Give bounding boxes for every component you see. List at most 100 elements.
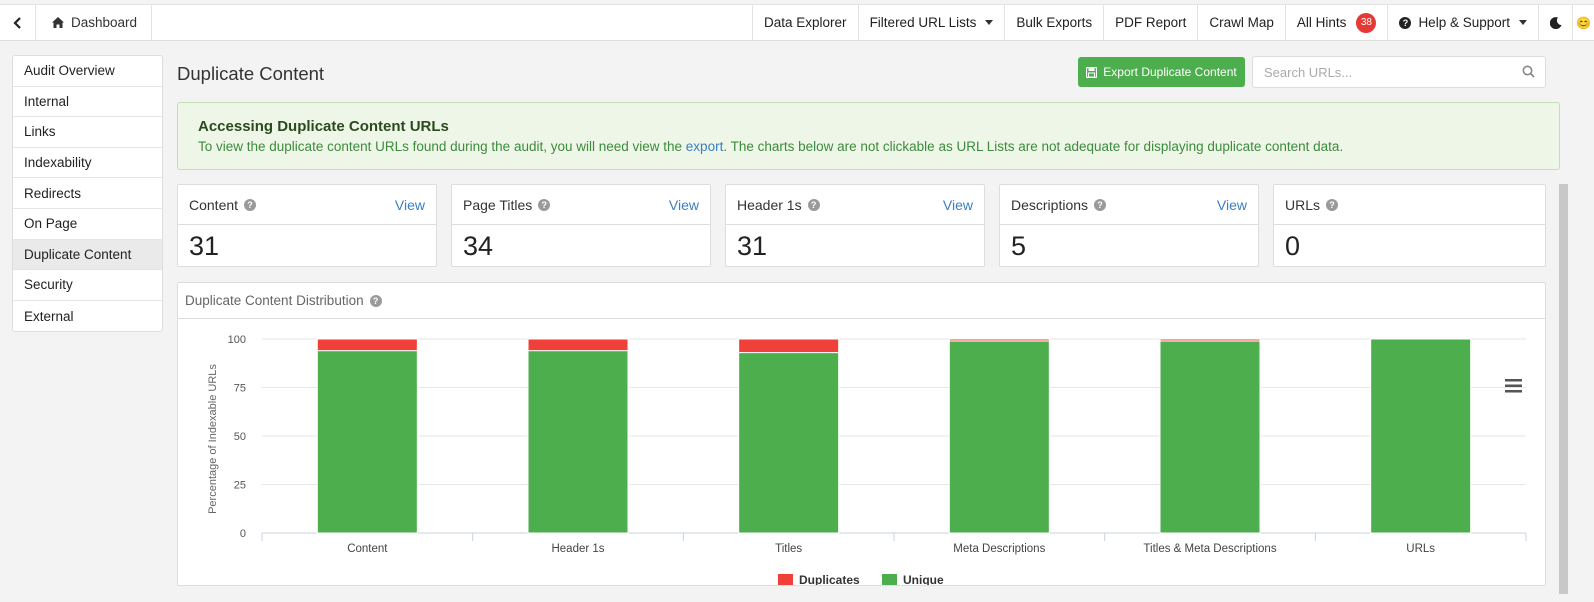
chart-panel-title: Duplicate Content Distribution <box>185 293 364 308</box>
nav-all-hints-label: All Hints <box>1296 15 1347 30</box>
help-icon[interactable]: ? <box>369 294 382 307</box>
bar-unique <box>738 352 840 534</box>
stat-card-label: URLs <box>1285 196 1321 213</box>
nav-all-hints[interactable]: All Hints 38 <box>1284 5 1388 40</box>
avatar: 😊 <box>1576 15 1591 30</box>
view-link[interactable]: View <box>1216 196 1247 213</box>
help-icon[interactable]: ? <box>1326 198 1339 211</box>
top-navbar: Dashboard Data Explorer Filtered URL Lis… <box>0 4 1594 41</box>
nav-bulk-exports-label: Bulk Exports <box>1016 15 1093 30</box>
hints-count-badge: 38 <box>1356 12 1377 33</box>
x-tick-label: Meta Descriptions <box>953 543 1045 555</box>
nav-data-explorer-label: Data Explorer <box>764 15 847 30</box>
chart-menu-button[interactable] <box>1505 379 1522 393</box>
stat-card-urls: URLs? 0 <box>1273 184 1546 267</box>
alert-text: To view the duplicate content URLs found… <box>198 139 1539 154</box>
nav-crawl-map-label: Crawl Map <box>1209 15 1274 30</box>
view-link[interactable]: View <box>394 196 425 213</box>
legend-label: Duplicates <box>799 573 860 585</box>
nav-crawl-map[interactable]: Crawl Map <box>1197 5 1285 40</box>
caret-down-icon <box>985 20 994 25</box>
page-title: Duplicate Content <box>177 63 325 84</box>
sidebar-item-duplicate-content[interactable]: Duplicate Content <box>13 239 162 271</box>
help-icon[interactable]: ? <box>1094 198 1107 211</box>
stat-card-value: 0 <box>1285 231 1301 261</box>
stat-card-content: Content? View 31 <box>177 184 437 267</box>
bar-unique <box>316 350 418 534</box>
nav-pdf-report[interactable]: PDF Report <box>1103 5 1197 40</box>
sidebar-item-internal[interactable]: Internal <box>13 87 162 118</box>
page-scrollbar[interactable] <box>1559 184 1568 594</box>
legend-swatch <box>778 574 793 585</box>
help-icon[interactable]: ? <box>807 198 820 211</box>
sidebar-item-audit-overview[interactable]: Audit Overview <box>13 56 162 87</box>
legend-label: Unique <box>903 573 944 585</box>
nav-filtered-url-lists[interactable]: Filtered URL Lists <box>857 5 1005 40</box>
bar-duplicates <box>738 338 840 354</box>
hamburger-icon <box>1505 379 1522 393</box>
home-icon <box>52 17 64 28</box>
dashboard-link[interactable]: Dashboard <box>36 5 153 40</box>
sidebar: Audit Overview Internal Links Indexabili… <box>12 55 163 333</box>
sidebar-item-external[interactable]: External <box>24 308 74 324</box>
sidebar-item-redirects[interactable]: Redirects <box>13 178 162 209</box>
legend-item-unique[interactable]: Unique <box>882 573 944 587</box>
dark-mode-toggle[interactable] <box>1538 5 1572 40</box>
export-link[interactable]: export <box>685 139 724 154</box>
sidebar-item-links[interactable]: Links <box>13 117 162 148</box>
stat-card-label: Descriptions <box>1011 196 1089 213</box>
save-icon <box>1086 66 1098 78</box>
alert-text-after: . The charts below are not clickable as … <box>723 139 1344 154</box>
search-input[interactable] <box>1253 57 1503 87</box>
y-axis-label: Percentage of Indexable URLs <box>207 364 219 514</box>
duplicate-content-chart: Content Header 1s Titles Meta Descriptions T… <box>207 334 1527 587</box>
chevron-left-icon <box>12 16 21 29</box>
alert-text-before: To view the duplicate content URLs found… <box>198 139 686 154</box>
x-tick-label: Header 1s <box>551 543 604 555</box>
sidebar-item-on-page[interactable]: On Page <box>13 209 162 240</box>
info-alert: Accessing Duplicate Content URLs To view… <box>177 102 1560 170</box>
sidebar-item-security[interactable]: Security <box>13 270 162 301</box>
view-link[interactable]: View <box>942 196 973 213</box>
alert-title: Accessing Duplicate Content URLs <box>198 118 449 135</box>
bar-unique <box>1159 340 1261 534</box>
stat-card-descriptions: Descriptions? View 5 <box>999 184 1259 267</box>
y-tick-label: 100 <box>228 334 246 346</box>
search-icon[interactable] <box>1522 65 1535 78</box>
view-link[interactable]: View <box>668 196 699 213</box>
stat-card-header-1s: Header 1s? View 31 <box>725 184 985 267</box>
search-box <box>1252 56 1546 88</box>
stat-card-value: 31 <box>737 231 768 261</box>
help-icon[interactable]: ? <box>538 198 551 211</box>
nav-pdf-report-label: PDF Report <box>1115 15 1187 30</box>
stat-card-value: 31 <box>189 231 220 261</box>
export-button-label: Export Duplicate Content <box>1103 65 1237 79</box>
stat-card-label: Page Titles <box>463 196 533 213</box>
export-duplicate-content-button[interactable]: Export Duplicate Content <box>1078 57 1245 87</box>
y-tick-label: 50 <box>234 431 246 443</box>
sidebar-item-indexability[interactable]: Indexability <box>13 148 162 179</box>
legend-item-duplicates[interactable]: Duplicates <box>778 573 860 587</box>
x-tick-label: Content <box>347 543 388 555</box>
nav-data-explorer[interactable]: Data Explorer <box>752 5 858 40</box>
bar-duplicates <box>948 338 1050 342</box>
bar-unique <box>948 340 1050 534</box>
user-menu[interactable]: 😊 <box>1572 5 1594 40</box>
nav-bulk-exports[interactable]: Bulk Exports <box>1004 5 1103 40</box>
dashboard-label: Dashboard <box>71 15 138 30</box>
y-tick-label: 25 <box>234 480 246 492</box>
moon-icon <box>1549 16 1561 29</box>
stat-card-label: Content <box>189 196 239 213</box>
chart-panel: Duplicate Content Distribution? Content H… <box>177 282 1546 587</box>
nav-help-support-label: Help & Support <box>1418 15 1510 30</box>
caret-down-icon <box>1519 20 1527 25</box>
help-icon[interactable]: ? <box>244 198 257 211</box>
nav-help-support[interactable]: ? Help & Support <box>1387 5 1538 40</box>
legend-swatch <box>882 574 897 585</box>
stat-card-label: Header 1s <box>737 196 802 213</box>
bar-unique <box>527 350 629 534</box>
bar-duplicates <box>1159 338 1261 342</box>
nav-filtered-url-lists-label: Filtered URL Lists <box>869 15 977 30</box>
bar-duplicates <box>316 338 418 352</box>
back-button[interactable] <box>0 5 36 40</box>
